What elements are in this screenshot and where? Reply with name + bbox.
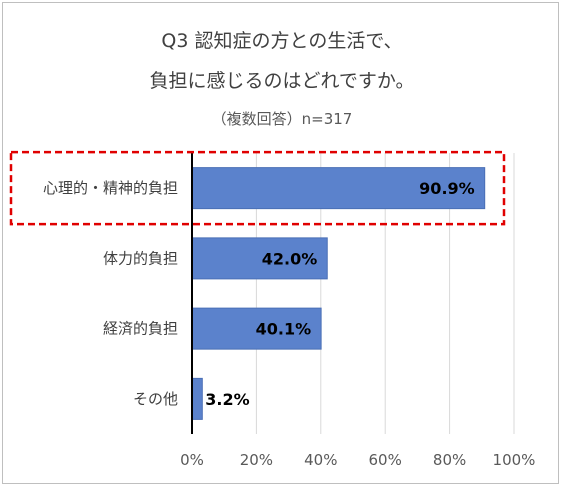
highlight-box: [9, 150, 506, 226]
x-tick-label-100: 100%: [493, 451, 536, 469]
chart-title-line-1: Q3 認知症の方との生活で、: [161, 30, 403, 52]
category-label-1: 体力的負担: [103, 249, 178, 267]
bar-3: [191, 377, 203, 420]
data-label-0: 90.9%: [419, 179, 475, 198]
chart-subtitle: （複数回答）n=317: [211, 110, 353, 128]
x-tick-label-40: 40%: [304, 451, 337, 469]
data-label-3: 3.2%: [205, 390, 249, 409]
x-tick-label-80: 80%: [433, 451, 466, 469]
category-label-3: その他: [133, 390, 178, 408]
x-tick-label-60: 60%: [369, 451, 402, 469]
category-label-2: 経済的負担: [103, 320, 178, 338]
category-label-0: 心理的・精神的負担: [43, 179, 178, 197]
data-label-1: 42.0%: [262, 249, 318, 268]
chart-title-line-2: 負担に感じるのはどれですか。: [149, 70, 415, 92]
x-tick-label-20: 20%: [240, 451, 273, 469]
x-tick-label-0: 0%: [180, 451, 204, 469]
data-label-2: 40.1%: [256, 320, 312, 339]
